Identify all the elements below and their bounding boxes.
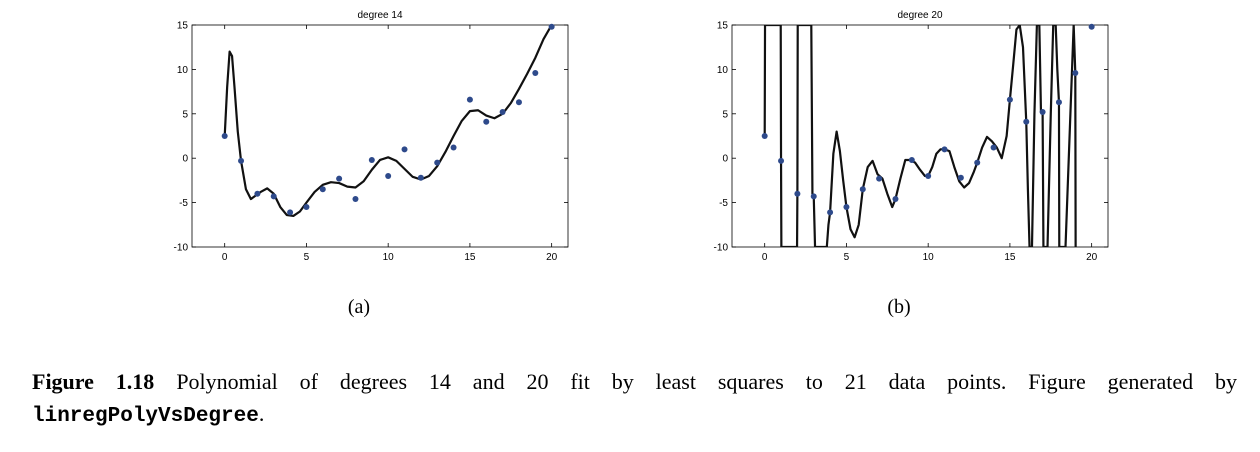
data-point <box>941 146 948 153</box>
y-tick-label: -5 <box>179 198 188 209</box>
data-point <box>1039 109 1046 116</box>
data-point <box>417 174 424 181</box>
data-point <box>483 118 490 125</box>
data-point <box>859 186 866 193</box>
y-tick-label: 15 <box>717 21 729 32</box>
data-point <box>794 190 801 197</box>
plot-frame <box>191 24 569 248</box>
data-point <box>287 209 294 216</box>
y-tick-label: -10 <box>174 243 189 254</box>
chart-panel-a: degree 14 0 5 10 15 20 -10 -5 0 5 10 15 <box>150 0 570 270</box>
y-tick-label: 5 <box>182 109 188 120</box>
chart-title: degree 14 <box>357 10 402 21</box>
data-point <box>1055 99 1062 106</box>
y-tick-label: 10 <box>717 65 729 76</box>
caption-end: . <box>258 401 265 426</box>
chart-svg-degree-20: degree 20 0 5 10 15 20 -10 -5 0 5 10 15 <box>714 10 1109 263</box>
data-point <box>778 157 785 164</box>
x-tick-label: 20 <box>1086 252 1098 263</box>
y-tick-label: -10 <box>714 243 729 254</box>
data-point <box>303 204 310 211</box>
chart-panel-b: degree 20 0 5 10 15 20 -10 -5 0 5 10 15 <box>690 0 1110 270</box>
data-point <box>925 172 932 179</box>
fit-curve-line <box>223 25 553 218</box>
x-tick-label: 5 <box>844 252 850 263</box>
data-point <box>990 144 997 151</box>
data-point <box>957 174 964 181</box>
plot-frame <box>731 24 1109 248</box>
y-tick-label: 0 <box>182 154 188 165</box>
subfigure-label-b: (b) <box>887 296 911 318</box>
data-point <box>515 99 522 106</box>
data-point <box>974 159 981 166</box>
data-point <box>270 193 277 200</box>
x-tick-label: 0 <box>762 252 768 263</box>
y-tick-label: -5 <box>719 198 728 209</box>
data-point <box>1072 69 1079 76</box>
data-point <box>1006 96 1013 103</box>
caption-code: linregPolyVsDegree <box>32 405 259 428</box>
y-tick-label: 15 <box>177 21 189 32</box>
data-point <box>499 109 506 116</box>
data-point <box>892 196 899 203</box>
x-tick-label: 10 <box>383 252 395 263</box>
data-point <box>532 69 539 76</box>
x-tick-label: 20 <box>546 252 558 263</box>
figure-number: Figure 1.18 <box>32 369 155 394</box>
caption-text: Polynomial of degrees 14 and 20 fit by l… <box>176 369 1238 394</box>
subfigure-label-a: (a) <box>347 296 371 318</box>
data-point <box>319 186 326 193</box>
data-point <box>827 209 834 216</box>
data-point <box>368 156 375 163</box>
y-tick-label: 0 <box>722 154 728 165</box>
data-point <box>221 133 228 139</box>
data-point <box>254 190 261 197</box>
data-point <box>876 175 883 182</box>
data-point <box>450 144 457 151</box>
data-point <box>466 96 473 103</box>
chart-title: degree 20 <box>897 10 942 21</box>
data-point <box>843 204 850 211</box>
data-point <box>761 133 768 139</box>
data-point <box>1088 23 1095 30</box>
data-point <box>385 172 392 179</box>
x-tick-label: 10 <box>923 252 935 263</box>
data-point <box>548 23 555 30</box>
y-tick-label: 5 <box>722 109 728 120</box>
data-point <box>810 193 817 200</box>
data-point <box>401 146 408 153</box>
x-tick-label: 0 <box>222 252 228 263</box>
data-point <box>908 156 915 163</box>
fit-curve-line <box>763 25 1077 247</box>
x-tick-label: 15 <box>464 252 476 263</box>
data-point <box>352 196 359 203</box>
data-point <box>1023 118 1030 125</box>
data-point <box>434 159 441 166</box>
x-tick-label: 15 <box>1004 252 1016 263</box>
x-tick-label: 5 <box>304 252 310 263</box>
chart-svg-degree-14: degree 14 0 5 10 15 20 -10 -5 0 5 10 15 <box>174 10 569 263</box>
caption-line-2: linregPolyVsDegree. <box>32 398 264 433</box>
data-point <box>238 157 245 164</box>
y-tick-label: 10 <box>177 65 189 76</box>
data-point <box>336 175 343 182</box>
figure-caption: Figure 1.18 Polynomial of degrees 14 and … <box>32 366 1237 398</box>
